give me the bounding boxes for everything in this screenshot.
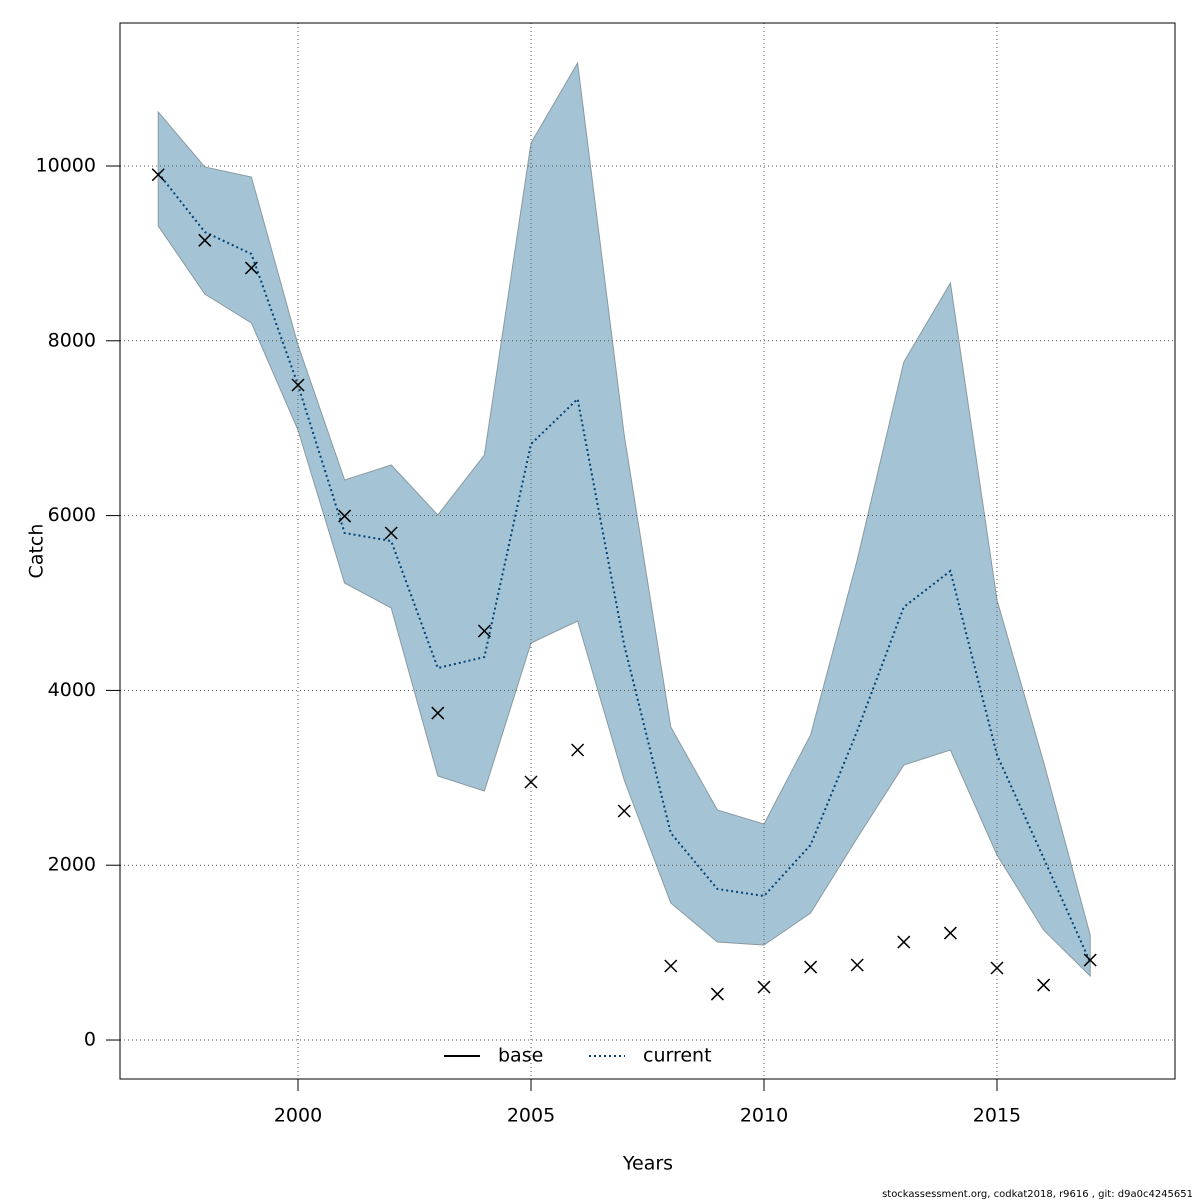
confidence-band bbox=[157, 61, 1091, 978]
y-tick-label: 0 bbox=[84, 1029, 96, 1051]
x-axis-label: Years bbox=[622, 1153, 673, 1175]
observation-marker bbox=[617, 804, 631, 818]
observation-marker bbox=[244, 261, 258, 275]
y-tick-label: 2000 bbox=[48, 854, 96, 876]
observation-marker bbox=[897, 935, 911, 949]
footer: stockassessment.org, codkat2018, r9616 ,… bbox=[882, 1189, 1193, 1200]
observation-marker bbox=[477, 624, 491, 638]
observation-marker bbox=[1037, 978, 1051, 992]
observation-marker bbox=[710, 987, 724, 1001]
y-axis-label: Catch bbox=[26, 524, 48, 579]
observation-marker bbox=[431, 706, 445, 720]
x-tick-label: 2015 bbox=[973, 1105, 1021, 1127]
observation-marker bbox=[804, 960, 818, 974]
observation-marker bbox=[943, 926, 957, 940]
observation-marker bbox=[757, 980, 771, 994]
observation-marker bbox=[198, 233, 212, 247]
y-tick-label: 4000 bbox=[48, 679, 96, 701]
x-tick-label: 2005 bbox=[507, 1105, 555, 1127]
y-tick-label: 6000 bbox=[48, 504, 96, 526]
observation-marker bbox=[1083, 953, 1097, 967]
y-tick-label: 8000 bbox=[48, 329, 96, 351]
observation-marker bbox=[384, 526, 398, 540]
x-tick-label: 2000 bbox=[274, 1105, 322, 1127]
x-tick-label: 2010 bbox=[740, 1105, 788, 1127]
observation-marker bbox=[151, 168, 165, 182]
legend-label: base bbox=[498, 1045, 543, 1067]
observation-marker bbox=[291, 378, 305, 392]
y-tick-label: 10000 bbox=[36, 154, 96, 176]
observation-marker bbox=[524, 775, 538, 789]
observation-marker bbox=[571, 743, 585, 757]
observation-marker bbox=[990, 961, 1004, 975]
observation-marker bbox=[338, 509, 352, 523]
legend-label: current bbox=[643, 1045, 712, 1067]
plot-frame bbox=[119, 22, 1176, 1080]
observation-marker bbox=[664, 959, 678, 973]
observation-marker bbox=[850, 958, 864, 972]
